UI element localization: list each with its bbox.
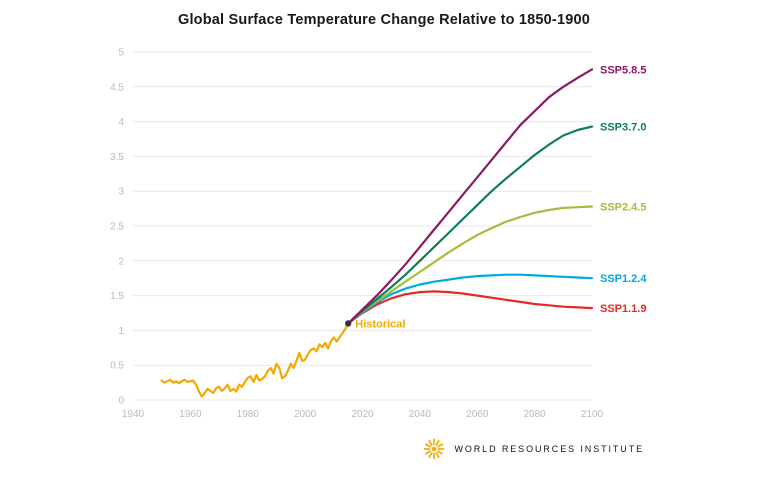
x-tick-label: 1960 [179,409,202,420]
y-tick-label: 4 [118,117,124,128]
x-tick-label: 2020 [351,409,374,420]
y-tick-label: 1.5 [110,291,124,302]
y-tick-label: 5 [118,48,124,59]
x-tick-label: 2100 [581,409,604,420]
series-label-ssp119: SSP1.1.9 [600,303,646,315]
x-tick-label: 2040 [409,409,432,420]
y-tick-label: 0 [118,396,124,407]
x-tick-label: 2000 [294,409,317,420]
y-tick-label: 2.5 [110,222,124,233]
x-tick-label: 2080 [523,409,546,420]
junction-marker [345,320,352,327]
series-line-ssp124 [347,273,594,325]
x-tick-label: 2060 [466,409,489,420]
x-tick-label: 1980 [237,409,260,420]
series-label-ssp124: SSP1.2.4 [600,273,647,285]
sunburst-icon [424,438,445,460]
series-line-historical [160,322,350,398]
series-label-ssp370: SSP3.7.0 [600,122,646,134]
series-line-ssp119 [347,290,594,325]
wri-logo-text: WORLD RESOURCES INSTITUTE [454,444,644,454]
y-tick-label: 3.5 [110,152,124,163]
y-tick-label: 4.5 [110,82,124,93]
series-label-ssp245: SSP2.4.5 [600,202,646,214]
series-line-ssp585 [347,68,594,325]
chart-title: Global Surface Temperature Change Relati… [177,12,591,28]
y-tick-label: 2 [118,256,124,267]
wri-logo: WORLD RESOURCES INSTITUTE [423,438,644,460]
series-line-ssp245 [347,205,594,325]
series-label-historical: Historical [355,319,405,331]
y-tick-label: 0.5 [110,361,124,372]
y-tick-label: 1 [118,326,124,337]
y-tick-label: 3 [118,187,124,198]
series-line-ssp370 [347,125,594,325]
series-label-ssp585: SSP5.8.5 [600,64,646,76]
x-tick-label: 1940 [122,409,145,420]
